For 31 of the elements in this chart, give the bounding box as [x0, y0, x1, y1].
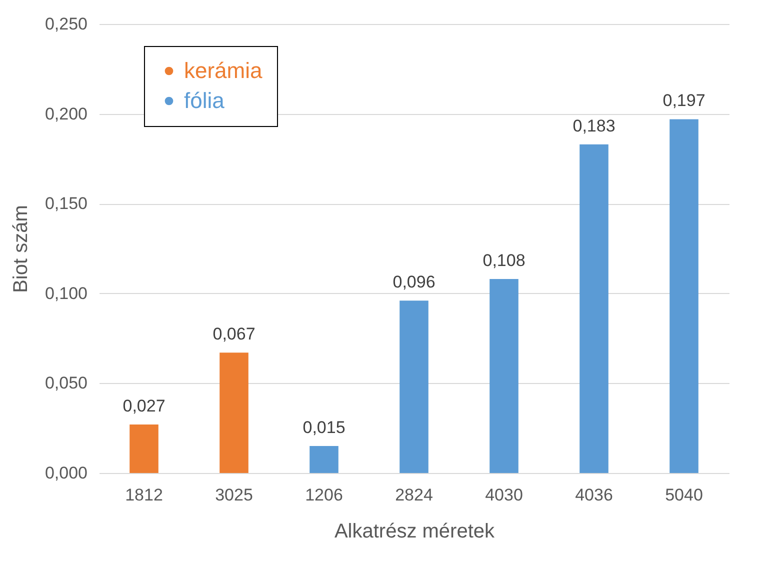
bar: [580, 144, 608, 473]
data-label: 0,067: [212, 324, 256, 344]
y-tick-label: 0,150: [44, 194, 88, 214]
x-tick-label: 4030: [485, 486, 523, 504]
data-label: 0,027: [122, 396, 166, 416]
x-axis-title: Alkatrész méretek: [334, 520, 496, 542]
data-label: 0,096: [392, 272, 436, 292]
bar: [490, 279, 518, 473]
y-tick-label: 0,250: [44, 14, 88, 34]
x-tick-label: 1812: [125, 486, 163, 504]
x-tick-label: 4036: [575, 486, 613, 504]
data-label: 0,197: [662, 91, 706, 110]
y-tick-label: 0,000: [44, 464, 88, 482]
legend-label: fólia: [184, 88, 226, 113]
legend-label: kerámia: [184, 58, 264, 83]
x-tick-label: 1206: [305, 486, 343, 504]
data-label: 0,183: [572, 116, 616, 136]
y-axis-title: Biot szám: [10, 205, 32, 293]
bar: [400, 300, 428, 473]
bar: [310, 446, 338, 473]
bar: [130, 424, 158, 473]
y-tick-label: 0,200: [44, 104, 88, 124]
x-tick-label: 3025: [215, 486, 253, 504]
y-tick-label: 0,100: [44, 284, 88, 303]
data-label: 0,015: [302, 418, 346, 438]
x-tick-label: 2824: [395, 486, 433, 504]
x-tick-label: 5040: [665, 486, 703, 504]
data-label: 0,108: [482, 251, 526, 270]
y-tick-label: 0,050: [44, 374, 88, 393]
bar: [670, 119, 698, 473]
bar: [220, 352, 248, 473]
